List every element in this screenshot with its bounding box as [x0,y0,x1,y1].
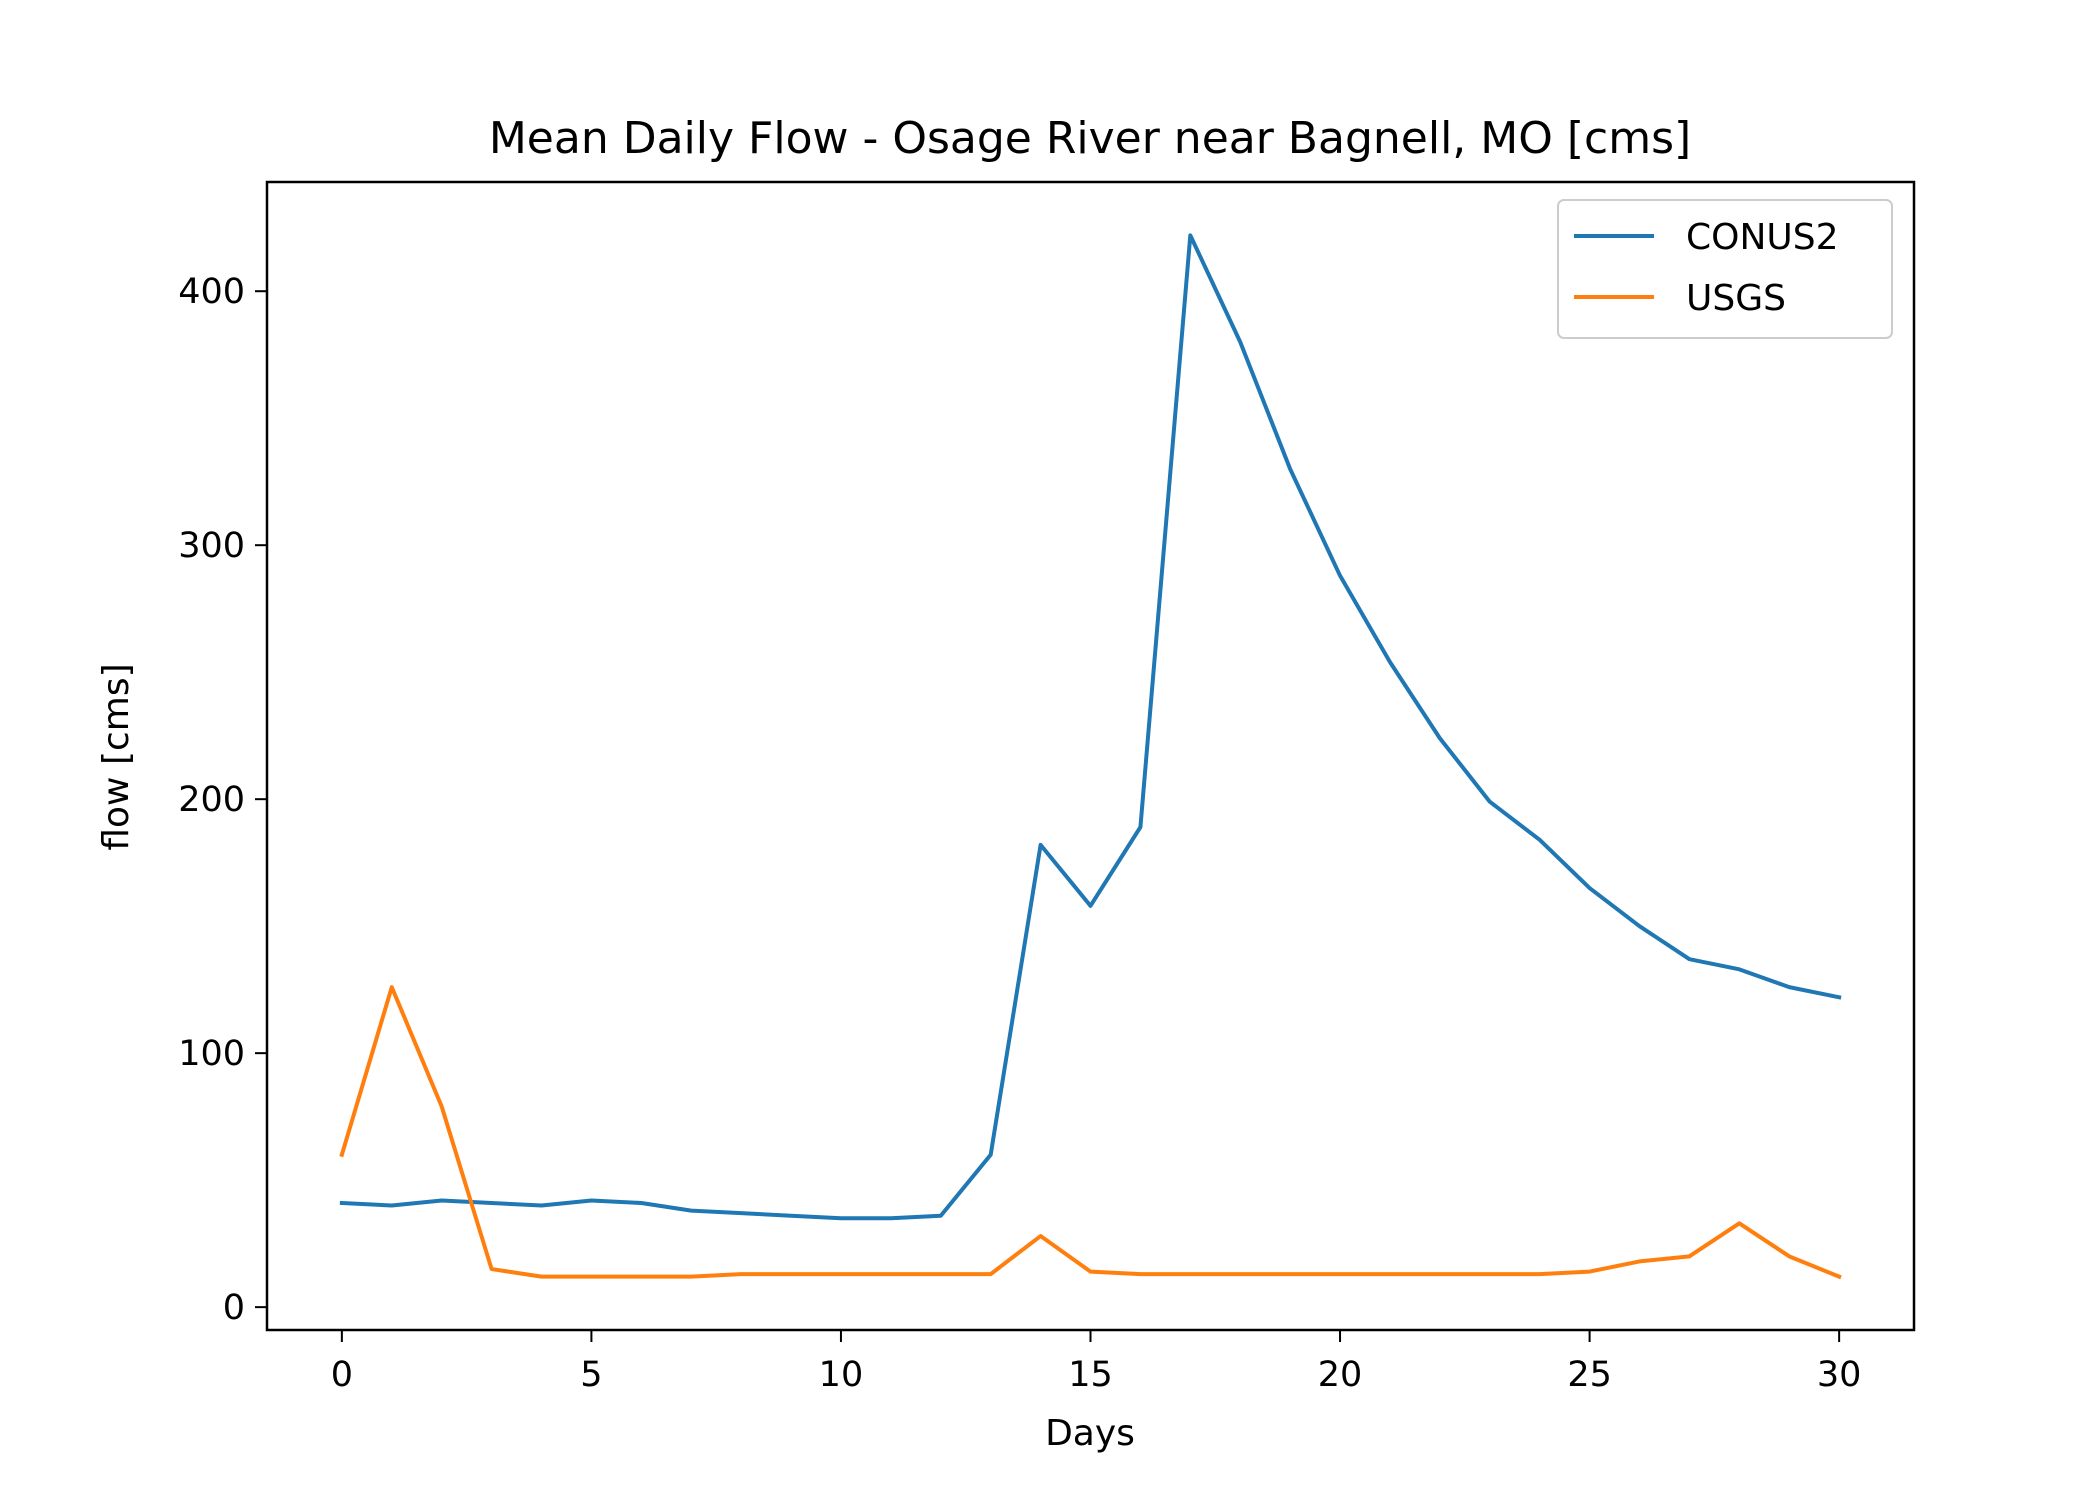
y-tick-label: 0 [223,1288,245,1328]
legend-label-usgs: USGS [1686,278,1786,319]
legend: CONUS2 USGS [1557,199,1893,339]
legend-label-conus2: CONUS2 [1686,217,1839,258]
y-tick-label: 100 [178,1034,245,1074]
series-line-conus2 [339,233,1842,1221]
x-tick-label: 5 [580,1355,602,1395]
chart-title: Mean Daily Flow - Osage River near Bagne… [489,113,1691,164]
series-line-usgs [339,985,1842,1280]
y-tick-label: 400 [178,272,245,312]
x-tick-label: 15 [1068,1355,1113,1395]
y-tick-label: 200 [178,780,245,820]
y-tick-label: 300 [178,526,245,566]
x-tick-label: 30 [1817,1355,1862,1395]
x-tick-label: 10 [819,1355,864,1395]
x-axis-label: Days [1045,1413,1135,1454]
x-tick-label: 0 [331,1355,353,1395]
x-tick-label: 25 [1567,1355,1612,1395]
y-axis-label: flow [cms] [96,663,137,850]
x-tick-label: 20 [1318,1355,1363,1395]
